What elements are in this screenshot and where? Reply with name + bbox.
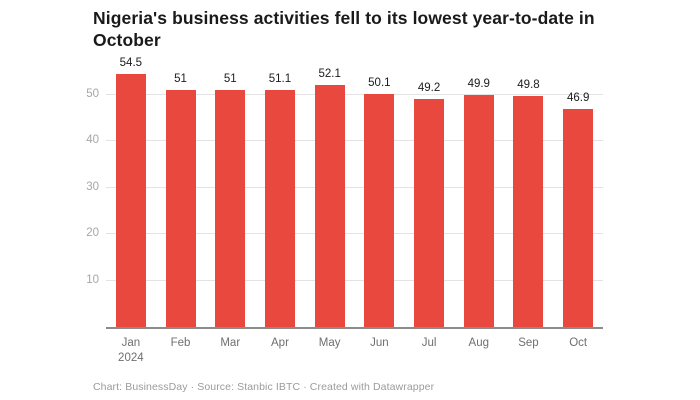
bar-slot-sep: 49.8 <box>504 73 554 327</box>
bar-jun[interactable]: 50.1 <box>364 77 395 327</box>
y-tick-label-50: 50 <box>86 87 99 100</box>
x-tick-label-mar: Mar <box>220 337 241 349</box>
x-tick-label-jul: Jul <box>421 337 437 349</box>
x-tick-label-feb: Feb <box>170 337 191 349</box>
bar-aug[interactable]: 49.9 <box>463 78 494 327</box>
bar-value-label-apr: 51.1 <box>268 72 292 85</box>
bar-value-label-sep: 49.8 <box>517 78 540 91</box>
bar-value-label-oct: 46.9 <box>566 92 590 105</box>
gridline-y-40: 40 <box>86 134 603 146</box>
x-tick-sublabel-year: 2024 <box>118 352 144 364</box>
bar-value-label-aug: 49.9 <box>467 78 490 91</box>
bar-slot-may: 52.1 <box>305 68 355 327</box>
bar-value-label-feb: 51 <box>174 73 187 86</box>
bar-value-label-jun: 50.1 <box>368 77 391 90</box>
bar-slot-aug: 49.9 <box>454 73 504 327</box>
x-tick-label-sep: Sep <box>518 337 539 349</box>
chart-card: Nigeria's business activities fell to it… <box>86 8 607 393</box>
gridline-y-10: 10 <box>86 274 603 286</box>
gridline-y-50: 50 <box>86 88 603 100</box>
chart-title: Nigeria's business activities fell to it… <box>93 8 595 50</box>
bar-slot-apr: 51.1 <box>255 73 305 327</box>
bar-slot-jan: 54.5 <box>106 57 156 327</box>
gridline-y-30: 30 <box>86 181 603 193</box>
bars-container: 54.5 51 51 51.1 52.1 50.1 49.2 49.9 49.8 46.9 <box>106 57 603 327</box>
bar-slot-mar: 51 <box>205 73 255 327</box>
y-tick-label-30: 30 <box>86 180 99 193</box>
bar-slot-jun: 50.1 <box>355 73 405 327</box>
x-tick-label-aug: Aug <box>468 337 489 349</box>
x-tick-label-may: May <box>318 337 341 349</box>
bar-jul[interactable]: 49.2 <box>414 82 445 327</box>
x-axis: Jan 2024 Feb Mar Apr May Jun Jul Aug Sep Oct <box>106 336 603 366</box>
bar-jan[interactable]: 54.5 <box>115 57 146 327</box>
bar-value-label-may: 52.1 <box>318 68 341 81</box>
bar-value-label-mar: 51 <box>223 73 237 86</box>
y-tick-label-10: 10 <box>86 273 99 286</box>
x-tick-label-jun: Jun <box>370 337 389 349</box>
bar-slot-feb: 51 <box>156 73 206 327</box>
x-tick-label-apr: Apr <box>271 337 289 349</box>
bar-value-label-jul: 49.2 <box>417 81 441 94</box>
x-tick-label-jan: Jan 2024 <box>106 336 156 366</box>
gridline-y-20: 20 <box>86 227 603 239</box>
bar-slot-oct: 46.9 <box>553 73 603 327</box>
bar-slot-jul: 49.2 <box>404 73 454 327</box>
bar-value-label-jan: 54.5 <box>119 56 143 69</box>
plot-area: 54.5 51 51 51.1 52.1 50.1 49.2 49.9 49.8 46.9 10 2… <box>86 57 603 329</box>
chart-footer: Chart: BusinessDay · Source: Stanbic IBT… <box>93 381 435 393</box>
bar-oct[interactable]: 46.9 <box>563 92 594 327</box>
y-tick-label-20: 20 <box>86 227 99 240</box>
bar-sep[interactable]: 49.8 <box>513 79 544 327</box>
bar-mar[interactable]: 51 <box>215 73 246 327</box>
y-tick-label-40: 40 <box>86 134 99 147</box>
bar-may[interactable]: 52.1 <box>314 68 345 327</box>
x-tick-label-oct: Oct <box>569 337 588 349</box>
bar-apr[interactable]: 51.1 <box>264 73 295 327</box>
bar-feb[interactable]: 51 <box>165 73 196 327</box>
